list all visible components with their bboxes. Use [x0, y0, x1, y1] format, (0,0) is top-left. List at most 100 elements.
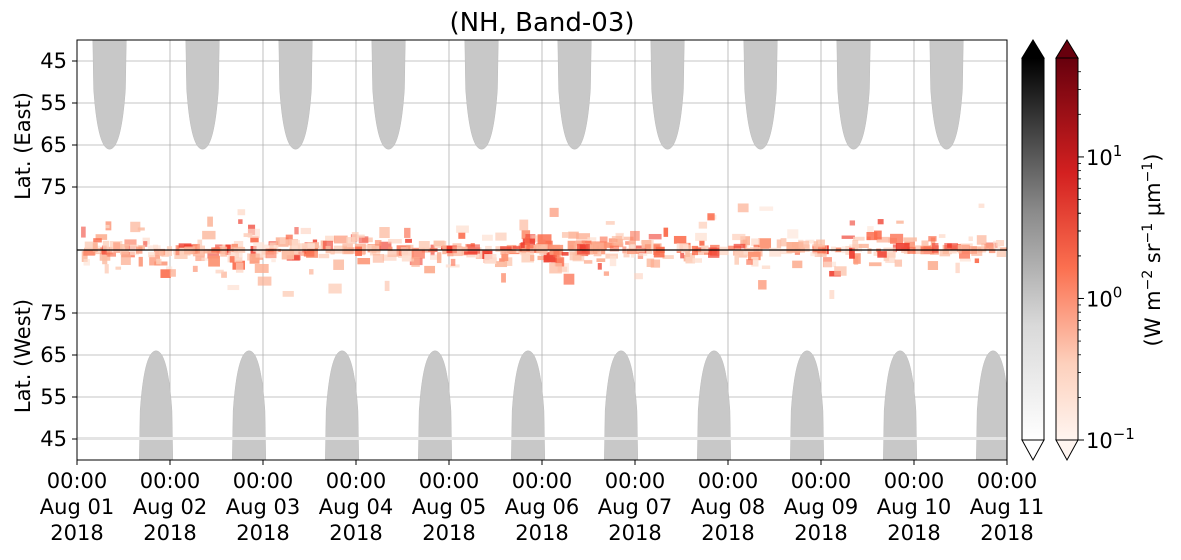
sunlit-mask-east: [92, 40, 127, 150]
y-tick-label: 75: [40, 301, 67, 325]
emission-cell: [104, 264, 109, 274]
emission-cell: [830, 246, 836, 252]
x-tick-label: 00:00: [977, 469, 1038, 493]
sunlit-mask-east: [929, 40, 964, 150]
emission-cell: [867, 248, 872, 254]
emission-cell: [805, 239, 815, 244]
emission-cell: [334, 235, 348, 244]
sunlit-mask-east: [185, 40, 220, 150]
sunlit-mask-west: [976, 350, 1007, 460]
emission-cell: [876, 236, 891, 243]
x-tick-label: 2018: [515, 521, 568, 545]
emission-cell: [758, 238, 772, 249]
emission-cell: [699, 240, 705, 246]
emission-cell: [676, 249, 682, 253]
emission-cell: [253, 242, 265, 252]
emission-cell: [374, 240, 382, 246]
emission-cell: [300, 227, 311, 235]
emission-cell: [207, 249, 220, 259]
emission-cell: [388, 239, 402, 244]
emission-cell: [603, 271, 610, 276]
emission-cell: [557, 266, 568, 272]
emission-cell: [533, 243, 539, 250]
emission-cell: [537, 234, 552, 245]
emission-cell: [461, 246, 468, 256]
emission-cell: [400, 246, 409, 255]
emission-cell: [877, 251, 887, 258]
emission-cell: [852, 240, 859, 252]
emission-cell: [328, 283, 342, 294]
x-tick-label: Aug 04: [319, 495, 393, 519]
emission-cell: [637, 254, 644, 259]
emission-cell: [228, 257, 243, 263]
emission-cell: [561, 232, 569, 238]
emission-cell: [680, 252, 685, 259]
emission-cell: [663, 227, 669, 237]
x-tick-label: Aug 05: [412, 495, 486, 519]
emission-cell: [519, 219, 529, 231]
y-axis-label-east: Lat. (East): [11, 92, 35, 200]
emission-cell: [630, 252, 636, 258]
colorbar-tick-label: 100: [1086, 283, 1122, 311]
emission-cell: [849, 220, 856, 226]
sunlit-mask-east: [278, 40, 313, 150]
emission-cell: [445, 264, 460, 268]
emission-cell: [243, 233, 253, 238]
emission-cell: [581, 240, 592, 244]
emission-cell: [156, 258, 162, 265]
sunlit-mask-east: [464, 40, 499, 150]
x-tick-label: 2018: [236, 521, 289, 545]
emission-cell: [83, 250, 95, 256]
emission-cell: [810, 251, 818, 257]
emission-cell: [576, 233, 591, 240]
emission-cell: [495, 232, 507, 241]
y-tick-label: 65: [40, 133, 67, 157]
emission-cell: [346, 237, 356, 244]
emission-cell: [874, 230, 882, 240]
emission-cell: [281, 249, 295, 260]
emission-cell: [271, 259, 276, 263]
emission-cell: [322, 240, 334, 250]
x-tick-label: 00:00: [47, 469, 108, 493]
emission-cell: [685, 247, 690, 257]
emission-cell: [215, 269, 224, 274]
emission-cell: [701, 245, 709, 253]
emission-cell: [166, 246, 173, 256]
emission-cell: [605, 221, 615, 225]
emission-cell: [634, 273, 643, 280]
emission-cell: [853, 253, 861, 264]
emission-cell: [358, 236, 369, 244]
emission-cell: [520, 242, 525, 249]
emission-cell: [411, 257, 420, 267]
emission-cell: [603, 242, 614, 248]
emission-cell: [955, 262, 960, 274]
y-tick-label: 55: [40, 385, 67, 409]
emission-cell: [903, 237, 917, 242]
emission-cell: [883, 255, 890, 262]
emission-cell: [866, 236, 871, 241]
emission-cell: [269, 242, 278, 251]
emission-cell: [303, 250, 315, 257]
emission-cell: [282, 290, 294, 297]
emission-cell: [165, 266, 173, 272]
emission-cell: [301, 243, 315, 249]
emission-cell: [501, 254, 509, 262]
x-tick-label: Aug 07: [598, 495, 672, 519]
emission-cell: [834, 266, 847, 276]
emission-cell: [695, 232, 707, 242]
emission-cell: [220, 246, 228, 257]
emission-cell: [577, 243, 590, 255]
emission-cell: [623, 250, 630, 258]
emission-cell: [648, 233, 662, 240]
sunlit-mask-west: [790, 350, 825, 460]
emission-cell: [841, 235, 855, 239]
emission-cell: [531, 235, 543, 242]
x-tick-label: 00:00: [698, 469, 759, 493]
x-tick-label: Aug 10: [877, 495, 951, 519]
sunlit-mask-west: [604, 350, 639, 460]
emission-cell: [779, 249, 792, 255]
emission-cell: [769, 247, 782, 257]
emission-cell: [388, 246, 393, 252]
emission-cell: [868, 262, 882, 267]
emission-cell: [525, 234, 536, 243]
